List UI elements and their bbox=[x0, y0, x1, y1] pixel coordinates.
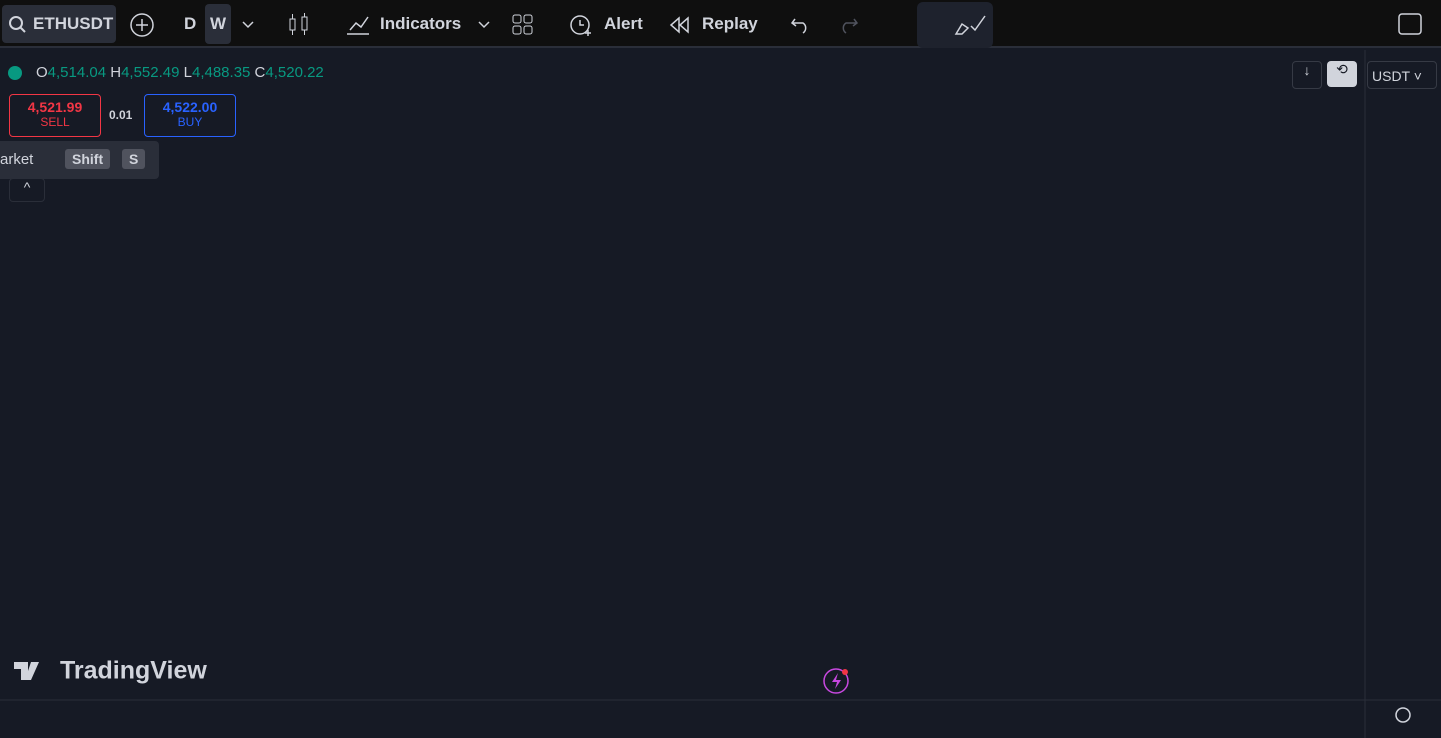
alert[interactable]: Alert bbox=[604, 14, 643, 33]
logo: TradingView bbox=[60, 657, 207, 685]
chart-bg bbox=[0, 50, 1441, 738]
legend-value: 4,488.35 bbox=[191, 64, 251, 81]
flash-bolt bbox=[832, 673, 841, 689]
notification-dot bbox=[842, 669, 848, 675]
currency-select[interactable]: USDT ˅ bbox=[1367, 61, 1437, 89]
interval-menu[interactable] bbox=[240, 16, 256, 32]
interval-w[interactable]: W bbox=[210, 14, 227, 33]
buy-label: BUY bbox=[177, 115, 203, 129]
legend-value: 4,552.49 bbox=[121, 64, 180, 81]
indicators-menu[interactable] bbox=[476, 16, 492, 32]
tooltip: arket Shift S bbox=[0, 141, 159, 179]
scroll-button[interactable]: ↓ bbox=[1292, 61, 1322, 89]
interval-d[interactable]: D bbox=[184, 14, 197, 33]
buy-price: 4,522.00 bbox=[162, 99, 218, 115]
undo[interactable] bbox=[790, 14, 812, 36]
drawing-toolbar bbox=[917, 2, 993, 48]
add-symbol[interactable] bbox=[129, 12, 155, 38]
legend-key: O bbox=[36, 64, 48, 81]
legend-key: H bbox=[110, 64, 122, 81]
sell-button[interactable]: 4,521.99 SELL bbox=[9, 94, 101, 137]
search-icon bbox=[9, 16, 26, 33]
indicators[interactable]: Indicators bbox=[380, 14, 462, 33]
currency: USDT bbox=[1372, 68, 1410, 84]
redo[interactable] bbox=[837, 14, 859, 36]
settings[interactable] bbox=[1395, 707, 1411, 723]
replay[interactable]: Replay bbox=[702, 14, 758, 33]
layouts[interactable] bbox=[512, 14, 534, 36]
chart-type[interactable] bbox=[287, 12, 311, 38]
logo-mark bbox=[14, 662, 39, 680]
symbol[interactable]: ETHUSDT bbox=[33, 14, 114, 33]
alert-icon[interactable] bbox=[568, 12, 596, 38]
legend-key: L bbox=[183, 64, 192, 81]
status-dot bbox=[8, 66, 22, 81]
quantity[interactable]: 0.01 bbox=[109, 108, 133, 122]
tooltip-text: arket bbox=[0, 151, 34, 168]
sell-label: SELL bbox=[40, 115, 70, 129]
legend-key: C bbox=[254, 64, 266, 81]
auto-scale[interactable]: ⟲ bbox=[1327, 61, 1357, 87]
shortcut-key: Shift bbox=[65, 149, 111, 169]
sell-price: 4,521.99 bbox=[27, 99, 83, 115]
indicators-icon[interactable] bbox=[345, 12, 371, 38]
legend: O4,514.04 H4,552.49 L4,488.35 C4,520.22 bbox=[8, 64, 324, 81]
buy-button[interactable]: 4,522.00 BUY bbox=[144, 94, 236, 137]
fullscreen[interactable] bbox=[1398, 13, 1422, 35]
chart: TradingView bbox=[0, 50, 1441, 738]
flash-icon[interactable] bbox=[823, 668, 849, 694]
toolbar: ETHUSDT D W Indicators Alert Replay bbox=[0, 0, 1441, 48]
brush[interactable] bbox=[953, 12, 989, 38]
interval-active bbox=[205, 4, 231, 44]
replay-icon[interactable] bbox=[668, 14, 692, 36]
legend-value: 4,520.22 bbox=[265, 64, 324, 81]
shortcut-key: S bbox=[122, 149, 146, 169]
collapse-button[interactable]: ^ bbox=[9, 178, 45, 202]
legend-value: 4,514.04 bbox=[47, 64, 107, 81]
